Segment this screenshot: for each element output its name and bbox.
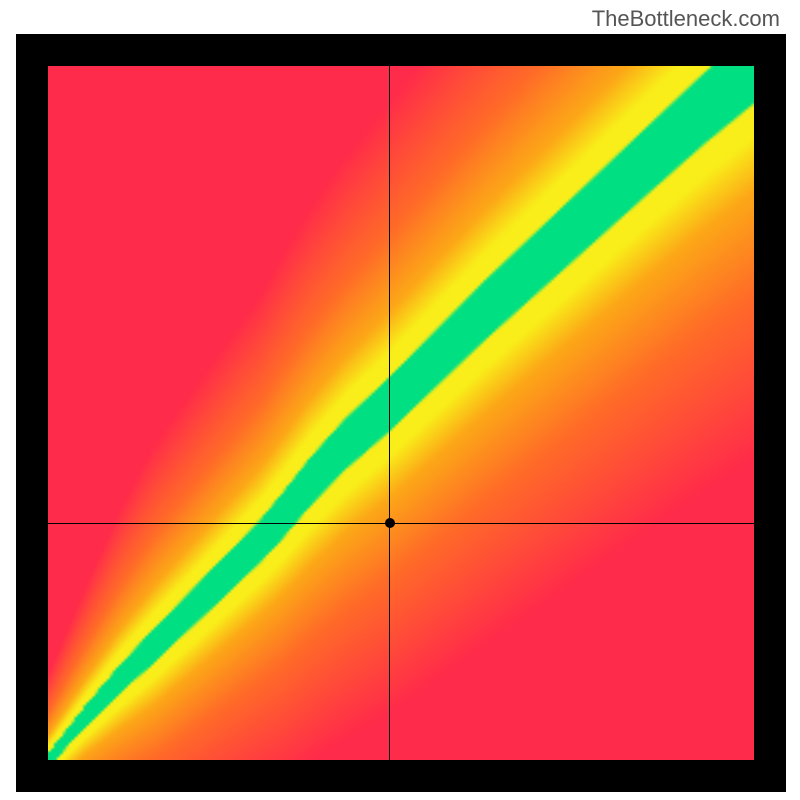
crosshair-vertical bbox=[389, 66, 390, 760]
heatmap-canvas bbox=[48, 66, 754, 760]
chart-frame bbox=[16, 34, 786, 792]
crosshair-horizontal bbox=[48, 523, 754, 524]
watermark-text: TheBottleneck.com bbox=[592, 6, 780, 32]
heatmap-plot bbox=[48, 66, 754, 760]
crosshair-marker bbox=[385, 518, 395, 528]
